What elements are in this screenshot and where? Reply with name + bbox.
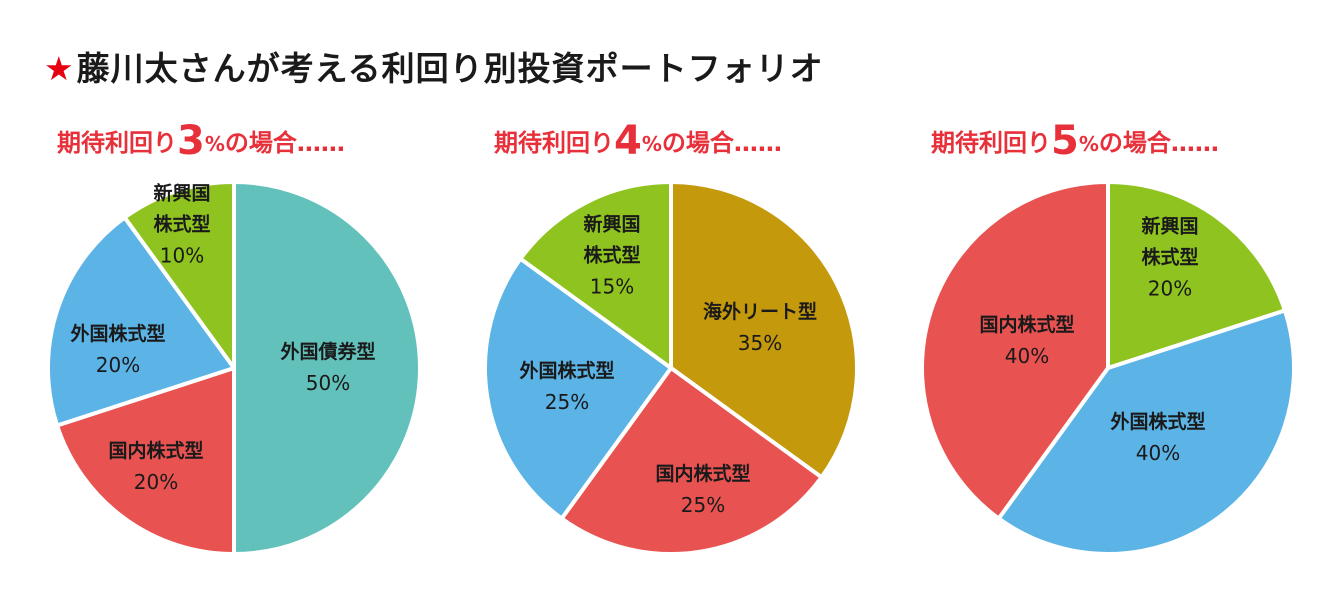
label-emerging-stock: 新興国 株式型 20% — [1141, 215, 1199, 301]
label-foreign-stock: 外国株式型 20% — [70, 323, 166, 377]
subtitle-percent: % — [1078, 132, 1099, 156]
star-icon: ★ — [44, 49, 75, 88]
pie-chart-3-percent: 外国債券型 50% 国内株式型 20% 外国株式型 20% 新興国 株式型 10% — [46, 180, 422, 556]
pie-svg — [46, 180, 422, 556]
slice-domestic-stock — [559, 366, 824, 556]
slice-overseas-reit — [669, 180, 859, 480]
pie-svg — [483, 180, 859, 556]
subtitle-suffix: の場合…… — [661, 129, 782, 157]
page-title: ★藤川太さんが考える利回り別投資ポートフォリオ — [44, 42, 824, 90]
slice-foreign-bond — [232, 180, 422, 556]
title-text: 藤川太さんが考える利回り別投資ポートフォリオ — [76, 49, 824, 88]
subtitle-rate: 5 — [1051, 118, 1079, 164]
label-foreign-stock: 外国株式型 25% — [519, 360, 615, 414]
label-foreign-stock: 外国株式型 40% — [1110, 411, 1206, 465]
slice-domestic-stock — [55, 366, 236, 556]
pie-chart-4-percent: 海外リート型 35% 国内株式型 25% 外国株式型 25% 新興国 株式型 15% — [483, 180, 859, 556]
subtitle-suffix: の場合…… — [1098, 129, 1219, 157]
slice-emerging-stock — [1106, 180, 1287, 370]
subtitle-rate: 4 — [614, 118, 642, 164]
slice-emerging-stock — [518, 180, 673, 370]
label-domestic-stock: 国内株式型 40% — [979, 314, 1075, 368]
chart-2-subtitle: 期待利回り4%の場合…… — [494, 118, 782, 164]
subtitle-percent: % — [204, 132, 225, 156]
label-foreign-bond: 外国債券型 50% — [280, 341, 376, 395]
pie-svg — [920, 180, 1296, 556]
subtitle-suffix: の場合…… — [224, 129, 345, 157]
chart-1-subtitle: 期待利回り3%の場合…… — [57, 118, 345, 164]
label-emerging-stock: 新興国 株式型 15% — [583, 213, 641, 299]
subtitle-prefix: 期待利回り — [931, 129, 1051, 157]
subtitle-prefix: 期待利回り — [494, 129, 614, 157]
slice-foreign-stock — [996, 308, 1296, 556]
subtitle-percent: % — [641, 132, 662, 156]
subtitle-prefix: 期待利回り — [57, 129, 177, 157]
label-overseas-reit: 海外リート型 35% — [702, 301, 818, 355]
slice-domestic-stock — [920, 180, 1110, 521]
pie-chart-5-percent: 新興国 株式型 20% 外国株式型 40% 国内株式型 40% — [920, 180, 1296, 556]
slice-foreign-stock — [483, 256, 673, 521]
chart-3-subtitle: 期待利回り5%の場合…… — [931, 118, 1219, 164]
label-domestic-stock: 国内株式型 20% — [108, 440, 204, 494]
label-domestic-stock: 国内株式型 25% — [655, 463, 751, 517]
slice-emerging-stock — [122, 180, 236, 370]
label-emerging-stock: 新興国 株式型 10% — [153, 182, 211, 268]
slice-foreign-stock — [46, 215, 236, 428]
subtitle-rate: 3 — [177, 118, 205, 164]
